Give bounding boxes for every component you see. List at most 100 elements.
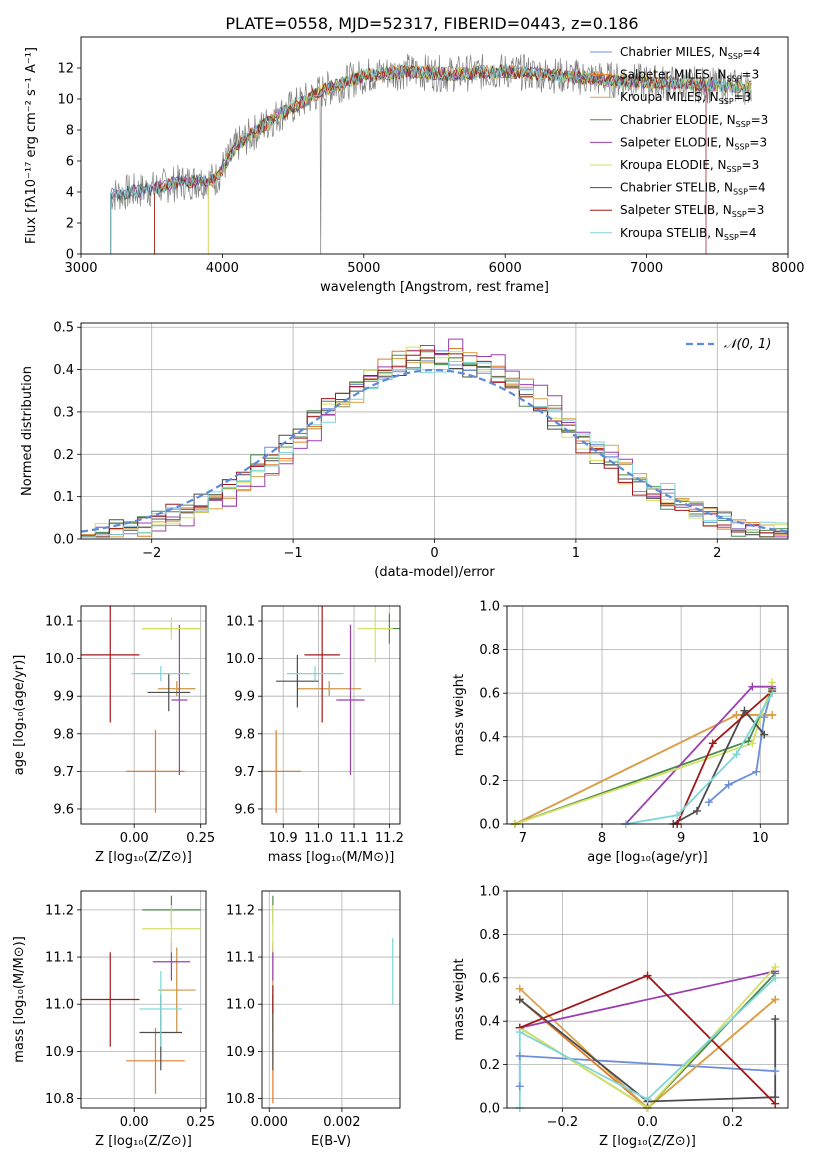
x-axis-label: mass [log₁₀(M/M⊙)]	[268, 850, 395, 865]
x-axis-label: Z [log₁₀(Z/Z⊙)]	[95, 1134, 192, 1149]
y-tick-label: 9.7	[234, 765, 255, 780]
mass-vs-Z-plot-area	[81, 895, 201, 1094]
x-tick-label: 9	[677, 831, 685, 846]
y-tick-label: 0.2	[479, 1058, 500, 1073]
mass-weight-marker	[692, 806, 701, 815]
mass-weight-line	[625, 685, 773, 824]
mass-weight-line	[519, 987, 776, 1108]
mass-weight-line	[672, 708, 765, 824]
mass-weight-line	[519, 998, 777, 1103]
y-tick-label: 0.1	[53, 490, 74, 505]
mass-weight-marker	[752, 767, 761, 776]
x-tick-label: 0.00	[120, 1115, 149, 1130]
mass-weight-marker	[768, 711, 777, 719]
y-tick-label: 0.0	[479, 818, 500, 833]
y-tick-label: 9.6	[234, 802, 255, 817]
y-tick-label: 0.3	[53, 405, 74, 420]
x-axis-label: E(B-V)	[311, 1134, 351, 1149]
x-axis-label: age [log₁₀(age/yr)]	[587, 850, 708, 865]
y-tick-label: 8	[66, 124, 74, 139]
mass-weight-marker	[768, 689, 777, 698]
massweight-vs-age-plot-area	[514, 682, 774, 824]
mass-weight-marker	[515, 1028, 524, 1037]
model-line	[154, 63, 707, 254]
x-tick-label: 6000	[489, 261, 522, 276]
y-tick-label: 9.9	[234, 690, 255, 705]
legend-entry: Kroupa STELIB, NSSP=4	[620, 226, 757, 242]
age-vs-Z-plot-area	[81, 606, 201, 813]
histogram-step	[81, 361, 788, 538]
y-tick-label: 9.7	[53, 765, 74, 780]
x-tick-label: 7	[519, 831, 527, 846]
mass-weight-marker	[771, 962, 780, 971]
y-axis-label: mass [log₁₀(M/M⊙)]	[12, 936, 27, 1063]
y-tick-label: 9.6	[53, 802, 74, 817]
y-tick-label: 1.0	[479, 885, 500, 900]
y-tick-label: 10	[57, 93, 74, 108]
mass-weight-line	[519, 970, 776, 1029]
y-tick-label: 10.8	[45, 1092, 74, 1107]
mass-weight-marker	[673, 811, 682, 820]
y-tick-label: 11.1	[226, 951, 255, 966]
age-vs-mass-panel: 10.9 11.0 11.1 11.2 9.6 9.7 9.8 9.9 10.0 10.1 mass…	[226, 605, 404, 865]
x-tick-label: 0.000	[251, 1115, 288, 1130]
mass-vs-Z-panel: 0.00 0.25 10.8 10.9 11.0 11.1 11.2 Z [log₁₀(Z/Z…	[12, 890, 215, 1149]
age-vs-mass-plot-area	[262, 606, 400, 813]
residuals-plot-area	[81, 338, 788, 538]
y-tick-label: 11.1	[45, 951, 74, 966]
mass-weight-marker	[515, 984, 524, 993]
mass-weight-marker	[760, 713, 769, 722]
y-tick-label: 11.2	[226, 903, 255, 918]
mass-weight-marker	[515, 995, 524, 1004]
y-tick-label: 10.1	[226, 615, 255, 630]
y-tick-label: 10.1	[45, 615, 74, 630]
y-tick-label: 10.9	[45, 1045, 74, 1060]
x-axis-label: Z [log₁₀(Z/Z⊙)]	[95, 850, 192, 865]
x-tick-label: 11.0	[304, 831, 333, 846]
y-tick-label: 0.8	[479, 643, 500, 658]
x-tick-label: −2	[142, 546, 161, 561]
mass-weight-marker	[768, 678, 777, 687]
mass-weight-marker	[771, 1015, 780, 1024]
x-tick-label: 1	[572, 546, 580, 561]
y-tick-label: 10.9	[226, 1045, 255, 1060]
x-tick-label: 0.0	[637, 1115, 658, 1130]
legend-entry: 𝒩(0, 1)	[724, 337, 771, 352]
legend-entry: Chabrier ELODIE, NSSP=3	[620, 113, 768, 129]
x-axis-label: wavelength [Angstrom, rest frame]	[320, 280, 549, 295]
mass-weight-marker	[704, 798, 713, 807]
axes-frame	[261, 605, 401, 825]
age-vs-Z-panel: 0.00 0.25 9.6 9.7 9.8 9.9 10.0 10.1 Z [log₁₀(Z/Z…	[12, 605, 215, 865]
massweight-vs-Z-panel: −0.2 0.0 0.2 0.0 0.2 0.4 0.6 0.8 1.0 Z [log₁₀(Z/Z…	[452, 885, 789, 1149]
mass-weight-marker	[760, 730, 769, 739]
mass-weight-marker	[515, 1051, 524, 1060]
x-axis-label: Z [log₁₀(Z/Z⊙)]	[599, 1134, 696, 1149]
x-tick-label: 7000	[630, 261, 663, 276]
y-tick-label: 0.4	[53, 363, 74, 378]
massweight-vs-age-panel: 7 8 9 10 0.0 0.2 0.4 0.6 0.8 1.0 age [log₁₀(age/yr…	[452, 600, 789, 865]
x-tick-label: 0.25	[186, 831, 215, 846]
mass-weight-marker	[771, 995, 780, 1004]
y-tick-label: 11.0	[45, 998, 74, 1013]
y-tick-label: 0.0	[53, 533, 74, 548]
y-tick-label: 0.5	[53, 321, 74, 336]
axes-frame	[506, 890, 789, 1109]
y-tick-label: 0.4	[479, 1015, 500, 1030]
y-tick-label: 6	[66, 155, 74, 170]
x-tick-label: 4000	[206, 261, 239, 276]
x-tick-label: 5000	[347, 261, 380, 276]
mass-weight-marker	[515, 1082, 524, 1091]
mass-weight-marker	[732, 750, 741, 759]
axes-frame	[80, 322, 789, 540]
spectrum-panel: 3000 4000 5000 6000 7000 8000 0 2 4 6 8 10 12 wavelen…	[24, 36, 805, 295]
legend-entry: Kroupa MILES, NSSP=3	[620, 90, 751, 106]
x-tick-label: 8000	[771, 261, 804, 276]
model-line	[110, 62, 752, 254]
mass-weight-line	[514, 714, 773, 824]
legend-entry: Salpeter ELODIE, NSSP=3	[620, 135, 767, 151]
mass-weight-marker	[771, 1067, 780, 1076]
mass-weight-marker	[748, 739, 757, 748]
x-tick-label: 3000	[64, 261, 97, 276]
y-tick-label: 0.2	[53, 448, 74, 463]
x-tick-label: 0	[430, 546, 438, 561]
